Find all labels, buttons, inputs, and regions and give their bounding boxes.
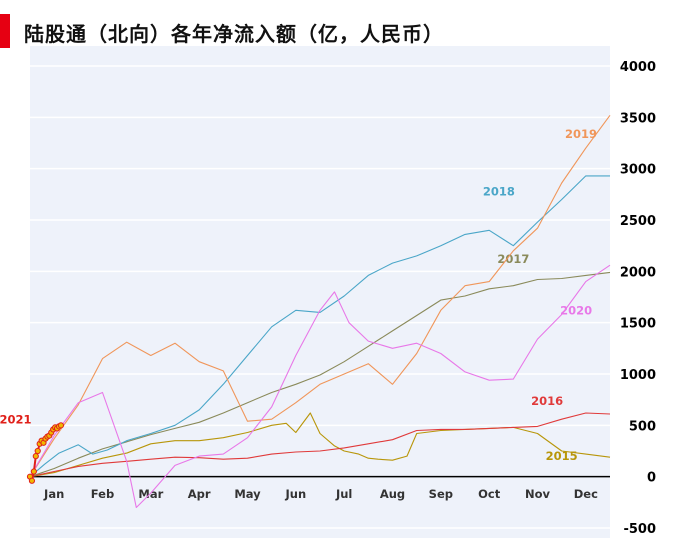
series-label: 2021 — [0, 412, 32, 426]
series-2021: 2021 — [0, 412, 65, 484]
series-2018: 2018 — [29, 175, 610, 478]
y-tick-label: 500 — [629, 419, 656, 434]
x-tick-label: Jan — [43, 487, 64, 501]
y-tick-label: 1000 — [620, 368, 656, 383]
series-label: 2016 — [531, 394, 563, 408]
plot-area — [30, 46, 610, 538]
x-tick-label: Jun — [285, 487, 307, 501]
x-tick-label: Apr — [188, 487, 211, 501]
series-label: 2015 — [546, 449, 578, 463]
x-tick-label: Feb — [91, 487, 114, 501]
x-tick-label: May — [234, 487, 261, 501]
x-tick-label: Dec — [574, 487, 598, 501]
x-tick-label: Aug — [380, 487, 405, 501]
series-line — [29, 271, 611, 478]
series-label: 2019 — [565, 127, 597, 141]
y-tick-label: 3000 — [620, 163, 656, 178]
series-line — [29, 175, 610, 478]
series-label: 2018 — [483, 184, 515, 198]
title-accent-bar — [0, 14, 10, 48]
data-point — [28, 477, 36, 484]
y-tick-label: 2000 — [620, 265, 656, 280]
data-point — [57, 422, 65, 429]
series-label: 2020 — [560, 303, 592, 317]
y-tick-label: 2500 — [620, 214, 656, 229]
x-tick-label: Oct — [478, 487, 501, 501]
y-tick-label: 4000 — [620, 60, 656, 75]
series-2020: 2020 — [29, 264, 611, 509]
y-tick-label: 1500 — [620, 317, 656, 332]
y-tick-label: 3500 — [620, 111, 656, 126]
series-2017: 2017 — [29, 252, 611, 478]
series-line — [29, 264, 611, 509]
series-label: 2017 — [497, 252, 529, 266]
x-tick-label: Sep — [429, 487, 453, 501]
x-tick-label: Nov — [525, 487, 551, 501]
series-2019: 2019 — [29, 114, 611, 477]
y-tick-label: -500 — [623, 522, 656, 537]
data-point — [34, 447, 41, 455]
y-tick-label: 0 — [647, 471, 656, 486]
series-line — [29, 114, 611, 477]
data-point — [30, 468, 37, 475]
chart-title: 陆股通（北向）各年净流入额（亿，人民币） — [24, 22, 444, 46]
x-tick-label: Jul — [335, 487, 352, 501]
x-tick-label: Mar — [138, 487, 163, 501]
data-point — [32, 453, 39, 460]
